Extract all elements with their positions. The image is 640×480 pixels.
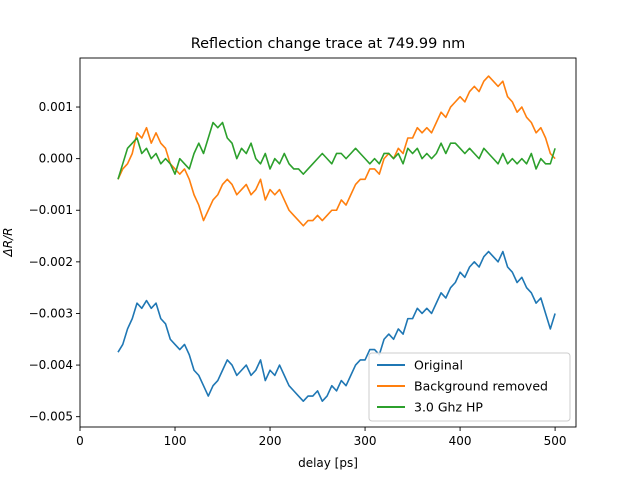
legend-label-1: Background removed — [414, 379, 548, 394]
y-tick-label: −0.005 — [29, 410, 73, 424]
series-line-0 — [117, 250, 556, 403]
y-tick-label: −0.004 — [29, 358, 73, 372]
y-axis: −0.005 −0.004 −0.003 −0.002 −0.001 0.000 0.001 — [29, 100, 80, 424]
y-tick-label: 0.001 — [39, 100, 73, 114]
legend-box — [368, 352, 571, 422]
y-tick-label: −0.003 — [29, 306, 73, 320]
legend-label-0: Original — [414, 358, 463, 373]
x-axis-label: delay [ps] — [298, 456, 358, 470]
legend: Original Background removed 3.0 Ghz HP — [368, 352, 571, 422]
y-tick-label: −0.002 — [29, 255, 73, 269]
y-axis-label: ΔR/R — [1, 228, 15, 258]
y-tick-label: −0.001 — [29, 203, 73, 217]
x-tick-label: 200 — [259, 434, 282, 448]
x-tick-label: 0 — [76, 434, 84, 448]
x-tick-label: 400 — [449, 434, 472, 448]
plot-lines — [117, 75, 556, 403]
y-tick-label: 0.000 — [39, 152, 73, 166]
series-line-1 — [117, 75, 556, 227]
x-tick-label: 500 — [544, 434, 567, 448]
x-tick-label: 300 — [354, 434, 377, 448]
legend-label-2: 3.0 Ghz HP — [414, 400, 483, 415]
chart-title: Reflection change trace at 749.99 nm — [191, 36, 466, 52]
x-axis: 0 100 200 300 400 500 — [76, 427, 567, 448]
series-line-2 — [117, 121, 556, 180]
plot-frame — [79, 57, 577, 428]
x-tick-label: 100 — [164, 434, 187, 448]
